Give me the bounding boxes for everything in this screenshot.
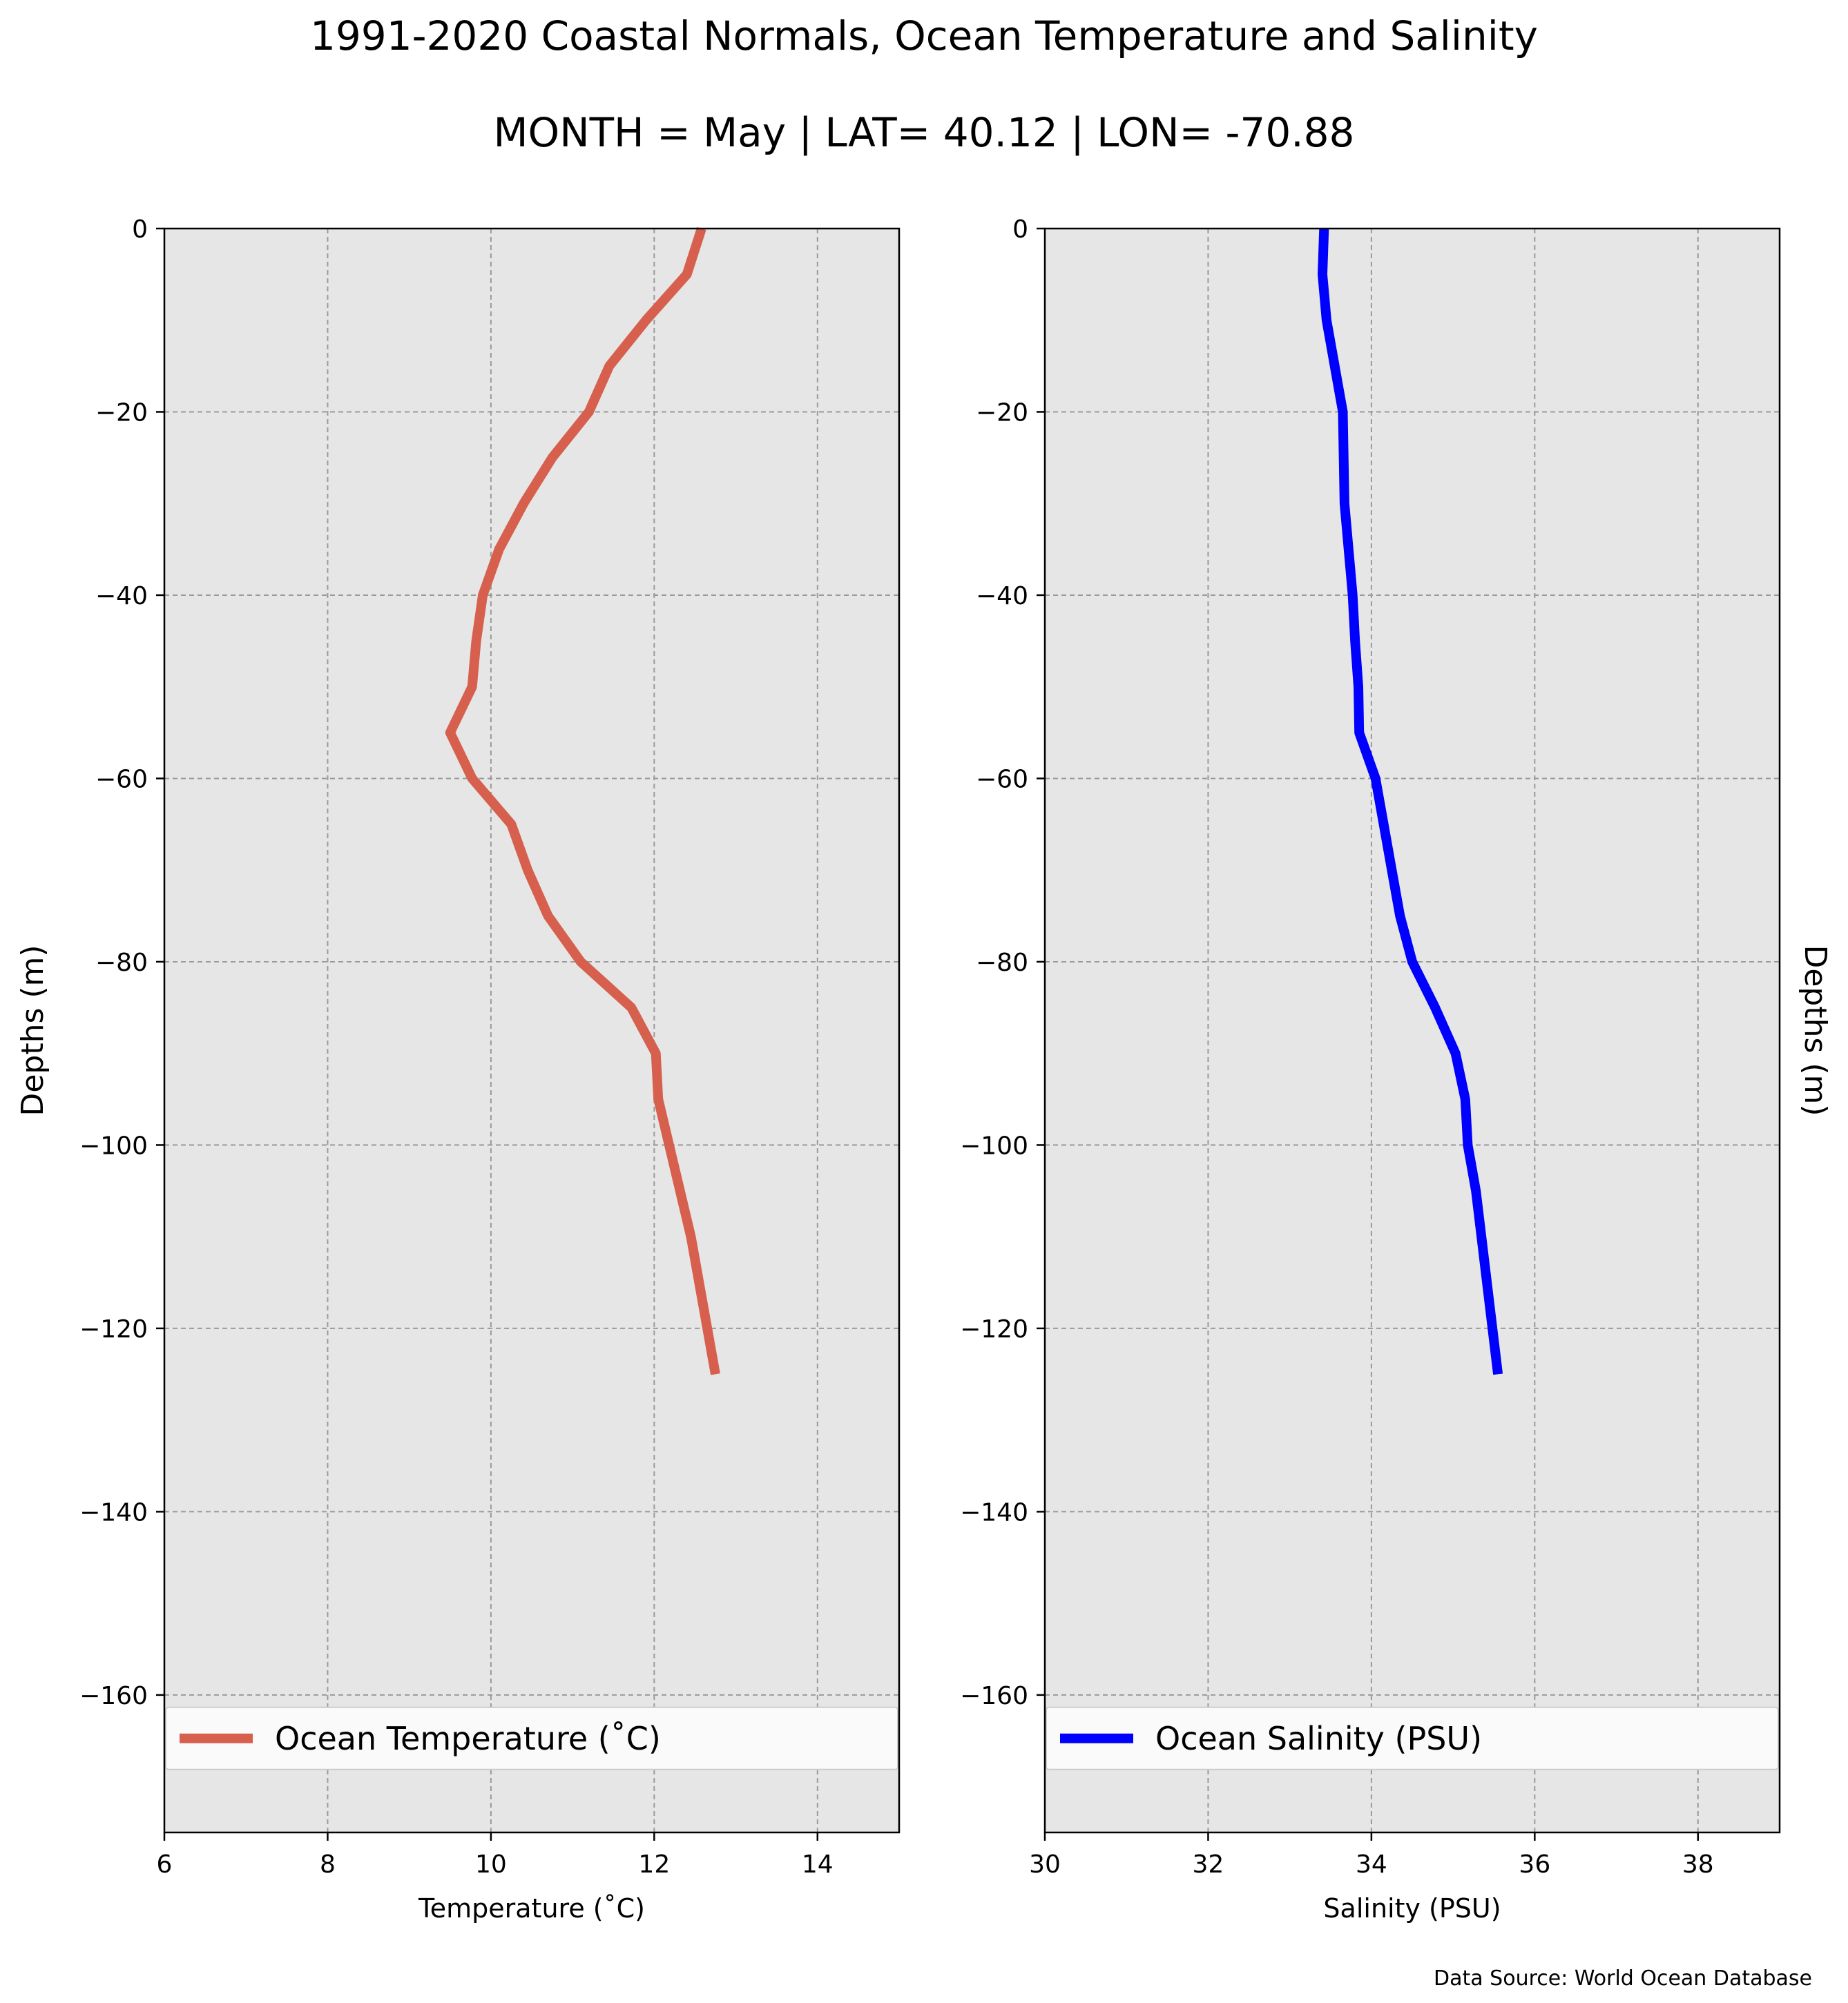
x-tick-label: 10 bbox=[475, 1850, 507, 1879]
y-tick-label: −140 bbox=[960, 1498, 1028, 1527]
x-tick-label: 34 bbox=[1356, 1850, 1387, 1879]
axes-frame bbox=[163, 227, 901, 1834]
x-tick-label: 14 bbox=[802, 1850, 834, 1879]
temperature-panel: Ocean Temperature (˚C) 6 8 10 12 14 0 −20 −40 −60… bbox=[15, 215, 901, 1924]
legend-label: Ocean Salinity (PSU) bbox=[1155, 1720, 1482, 1757]
y-tick-label: −60 bbox=[95, 765, 148, 793]
legend-box bbox=[165, 1706, 898, 1770]
y-tick-label: −100 bbox=[960, 1132, 1028, 1160]
x-tick-label: 38 bbox=[1682, 1850, 1714, 1879]
x-tick-label: 32 bbox=[1193, 1850, 1224, 1879]
series-line bbox=[1318, 228, 1503, 1375]
y-tick-label: −40 bbox=[976, 582, 1028, 610]
y-tick-label: −60 bbox=[976, 765, 1028, 793]
y-tick-label: −140 bbox=[79, 1498, 148, 1527]
x-tick-label: 36 bbox=[1519, 1850, 1550, 1879]
plot-background bbox=[1045, 229, 1780, 1832]
y-tick-label: −40 bbox=[95, 582, 148, 610]
y-tick-label: −120 bbox=[960, 1315, 1028, 1344]
chart-subtitle: MONTH = May | LAT= 40.12 | LON= -70.88 bbox=[493, 109, 1355, 156]
x-axis-label: Salinity (PSU) bbox=[1323, 1893, 1501, 1924]
series-line bbox=[445, 226, 720, 1375]
x-tick-label: 6 bbox=[157, 1850, 173, 1879]
y-tick-label: 0 bbox=[1012, 215, 1028, 244]
y-tick-label: −20 bbox=[95, 398, 148, 427]
axes-frame bbox=[1043, 227, 1781, 1834]
legend-label: Ocean Temperature (˚C) bbox=[275, 1720, 661, 1757]
y-tick-label: −160 bbox=[79, 1682, 148, 1710]
x-tick-label: 30 bbox=[1029, 1850, 1061, 1879]
plot-background bbox=[164, 229, 899, 1832]
y-tick-label: 0 bbox=[132, 215, 148, 244]
y-axis-label: Depths (m) bbox=[15, 945, 50, 1116]
chart-title: 1991-2020 Coastal Normals, Ocean Tempera… bbox=[310, 12, 1538, 59]
y-tick-label: −100 bbox=[79, 1132, 148, 1160]
y-tick-label: −80 bbox=[976, 949, 1028, 977]
y-axis-label: Depths (m) bbox=[1798, 945, 1833, 1116]
x-tick-label: 12 bbox=[638, 1850, 670, 1879]
x-axis-label: Temperature (˚C) bbox=[418, 1893, 645, 1924]
legend-box bbox=[1046, 1706, 1779, 1770]
y-tick-label: −120 bbox=[79, 1315, 148, 1344]
salinity-panel: Ocean Salinity (PSU) 30 32 34 36 38 0 −20 −40 −60… bbox=[960, 215, 1833, 1924]
x-tick-label: 8 bbox=[320, 1850, 336, 1879]
y-tick-label: −160 bbox=[960, 1682, 1028, 1710]
y-tick-label: −20 bbox=[976, 398, 1028, 427]
y-tick-label: −80 bbox=[95, 949, 148, 977]
source-note: Data Source: World Ocean Database bbox=[1434, 1966, 1812, 1991]
